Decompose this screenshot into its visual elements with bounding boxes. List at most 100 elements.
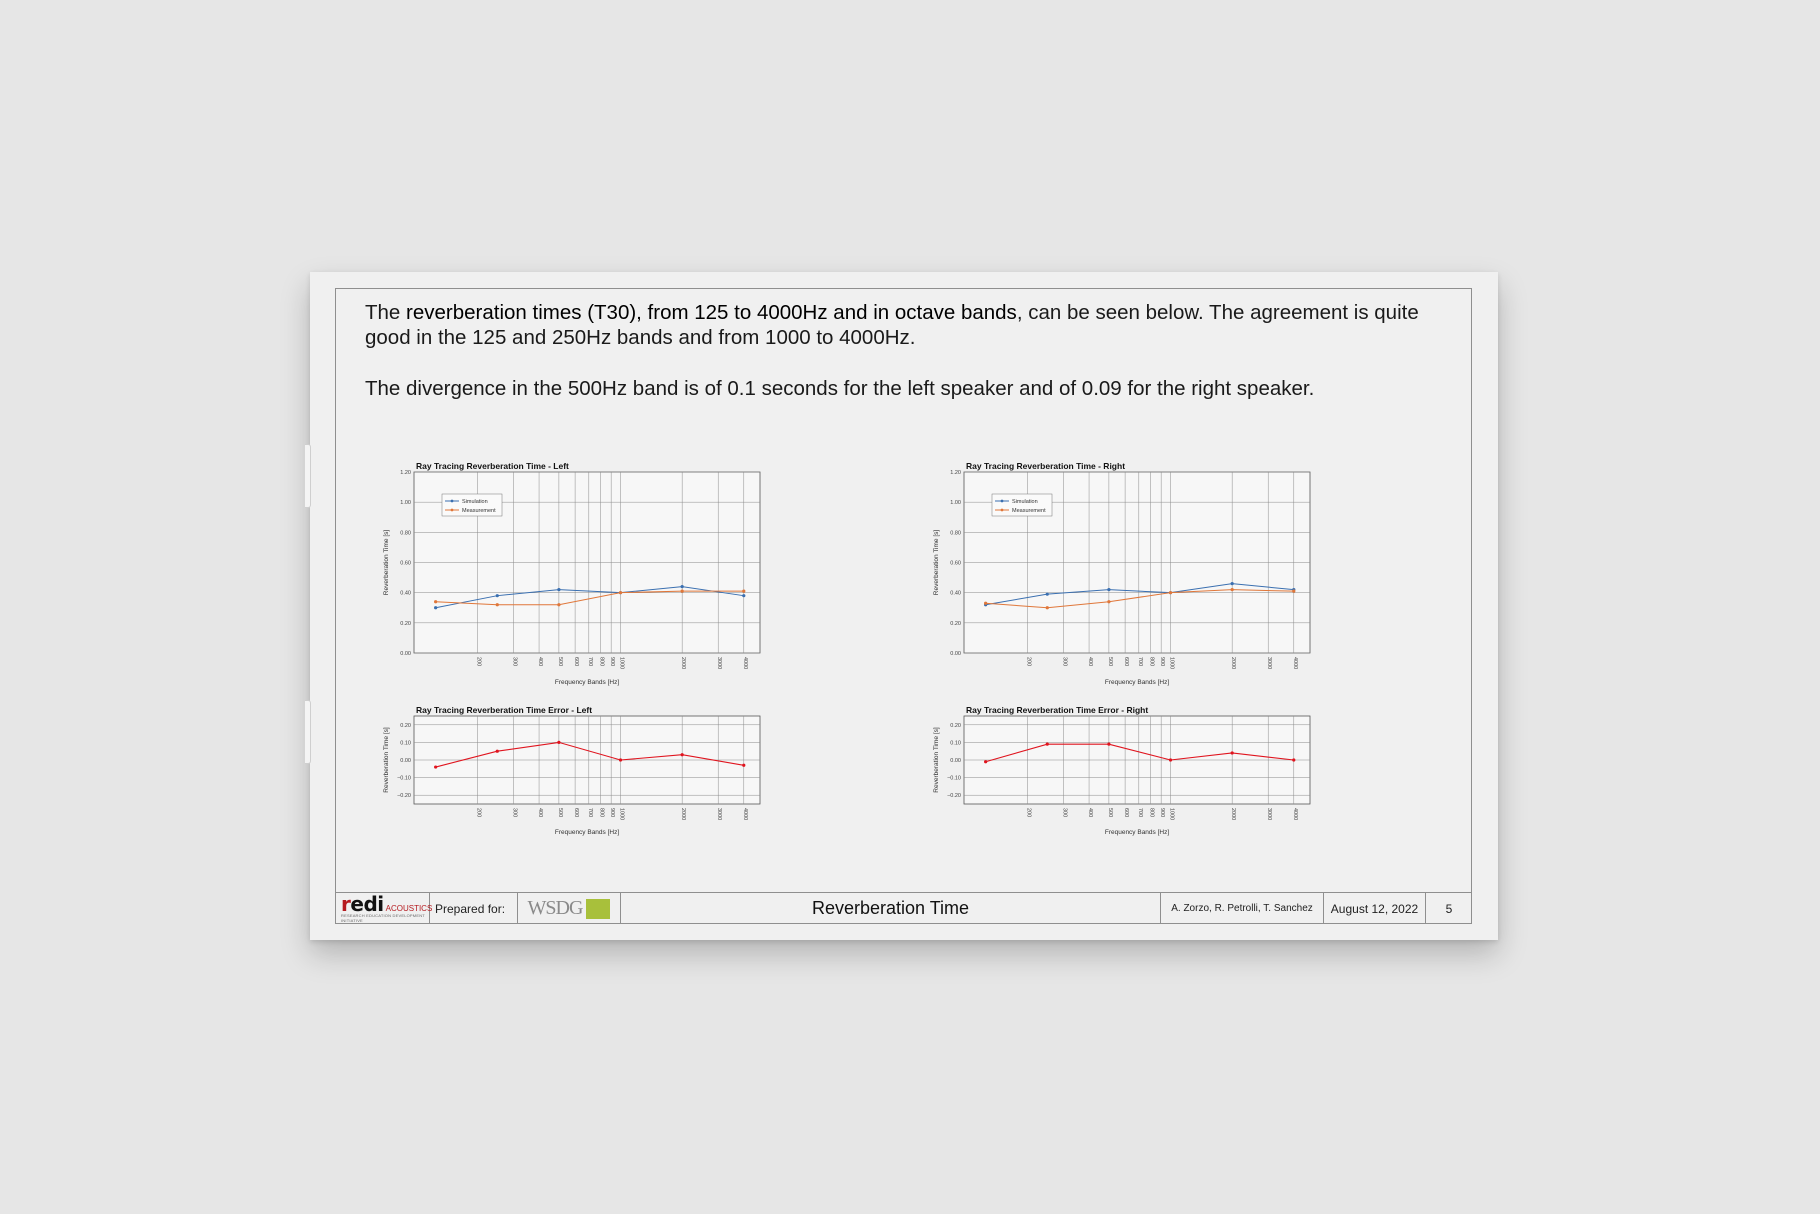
chart-title: Ray Tracing Reverberation Time Error - R…	[966, 705, 1148, 715]
x-tick-label: 600	[1123, 808, 1129, 817]
x-tick-label: 1000	[619, 808, 625, 820]
y-tick-label: 0.80	[950, 530, 961, 536]
y-tick-label: 0.20	[400, 723, 411, 729]
chart-rt-left: Ray Tracing Reverberation Time - Left 0.0…	[383, 461, 761, 686]
x-tick-label: 400	[537, 808, 543, 817]
data-point	[1230, 588, 1234, 592]
page-number-cell: 5	[1426, 893, 1472, 924]
data-point	[557, 603, 561, 607]
divergence-paragraph: The divergence in the 500Hz band is of 0…	[365, 377, 1315, 400]
legend-marker	[450, 508, 454, 512]
y-axis-label: Reverberation Time [s]	[383, 727, 390, 793]
series-line-simulation	[985, 583, 1294, 606]
x-tick-label: 3000	[716, 657, 722, 669]
client-logo-square	[586, 898, 611, 919]
x-tick-label: 200	[475, 657, 481, 666]
y-axis-label: Reverberation Time [s]	[383, 530, 390, 596]
footer-authors: A. Zorzo, R. Petrolli, T. Sanchez	[1171, 903, 1313, 914]
x-tick-label: 300	[1061, 657, 1067, 666]
redi-logo: redi ACOUSTICS RESEARCH EDUCATION DEVELO…	[335, 891, 433, 924]
x-tick-label: 3000	[716, 808, 722, 820]
y-tick-label: 1.20	[400, 470, 411, 476]
x-tick-label: 900	[1159, 657, 1165, 666]
data-point	[1107, 588, 1111, 592]
data-point	[495, 603, 499, 607]
y-tick-label: 1.20	[950, 470, 961, 476]
data-point	[984, 601, 988, 605]
x-tick-label: 500	[557, 657, 563, 666]
series-line-measurement	[435, 590, 744, 606]
data-point	[618, 591, 623, 595]
binder-tab-lower	[305, 700, 311, 764]
x-tick-label: 2000	[1230, 808, 1236, 820]
data-point	[495, 594, 499, 598]
data-point	[1230, 582, 1234, 586]
footer-section-title-cell: Reverberation Time	[621, 893, 1161, 924]
data-point	[1292, 589, 1296, 593]
legend-label: Measurement	[462, 508, 496, 514]
x-tick-label: 300	[511, 808, 517, 817]
y-axis-label: Reverberation Time [s]	[933, 727, 940, 793]
authors-cell: A. Zorzo, R. Petrolli, T. Sanchez	[1161, 893, 1324, 924]
x-tick-label: 400	[1087, 808, 1093, 817]
logo-tagline: RESEARCH EDUCATION DEVELOPMENT INITIATIV…	[341, 912, 425, 923]
x-tick-label: 2000	[680, 657, 686, 669]
x-tick-label: 700	[587, 808, 593, 817]
legend-marker	[450, 499, 454, 503]
series-line-error	[435, 741, 744, 768]
y-tick-label: −0.20	[397, 793, 411, 799]
x-tick-label: 3000	[1266, 657, 1272, 669]
y-tick-label: 0.10	[400, 740, 411, 746]
x-tick-label: 4000	[1292, 657, 1298, 669]
data-point	[1168, 591, 1173, 595]
y-tick-label: 0.00	[950, 758, 961, 764]
x-tick-label: 900	[1159, 808, 1165, 817]
data-point	[1045, 592, 1049, 596]
data-point	[557, 588, 561, 592]
data-point	[434, 600, 438, 604]
x-axis-label: Frequency Bands [Hz]	[555, 679, 620, 686]
chart-error-left: Ray Tracing Reverberation Time Error - L…	[383, 705, 761, 836]
x-tick-label: 2000	[1230, 657, 1236, 669]
y-tick-label: 0.60	[400, 561, 411, 567]
page-frame	[335, 288, 1472, 924]
data-point	[742, 589, 746, 593]
data-point	[1168, 758, 1173, 762]
y-tick-label: 0.40	[950, 591, 961, 597]
x-tick-label: 200	[1025, 808, 1031, 817]
x-tick-label: 4000	[742, 808, 748, 820]
x-tick-label: 200	[475, 808, 481, 817]
x-axis-label: Frequency Bands [Hz]	[555, 829, 620, 836]
data-point	[495, 749, 499, 753]
page-number: 5	[1445, 901, 1453, 916]
x-tick-label: 800	[1149, 657, 1155, 666]
data-point	[434, 765, 438, 769]
x-axis-label: Frequency Bands [Hz]	[1105, 829, 1170, 836]
series-line-simulation	[435, 586, 744, 609]
x-tick-label: 800	[599, 808, 605, 817]
data-point	[1045, 606, 1049, 610]
x-tick-label: 500	[1107, 657, 1113, 666]
x-tick-label: 1000	[1169, 657, 1175, 669]
legend-marker	[1000, 499, 1004, 503]
client-logo-text: WSDG	[527, 897, 584, 919]
intro-text-emphasis: reverberation times (T30), from 125 to 4…	[406, 301, 1017, 324]
x-tick-label: 500	[1107, 808, 1113, 817]
logo-letters-edi: edi	[350, 891, 384, 916]
data-point	[680, 589, 684, 593]
y-axis-label: Reverberation Time [s]	[933, 530, 940, 596]
x-tick-label: 500	[557, 808, 563, 817]
x-tick-label: 800	[1149, 808, 1155, 817]
legend-marker	[1000, 508, 1004, 512]
prepared-for-label: Prepared for:	[435, 901, 506, 916]
chart-error-right: Ray Tracing Reverberation Time Error - R…	[933, 705, 1311, 836]
y-tick-label: 0.20	[400, 621, 411, 627]
y-tick-label: 0.00	[400, 651, 411, 657]
y-tick-label: −0.10	[947, 776, 961, 782]
data-point	[1045, 742, 1049, 746]
data-point	[742, 594, 746, 598]
x-tick-label: 700	[587, 657, 593, 666]
x-tick-label: 4000	[742, 657, 748, 669]
logo-suffix: ACOUSTICS	[385, 903, 433, 913]
y-tick-label: 0.20	[950, 621, 961, 627]
